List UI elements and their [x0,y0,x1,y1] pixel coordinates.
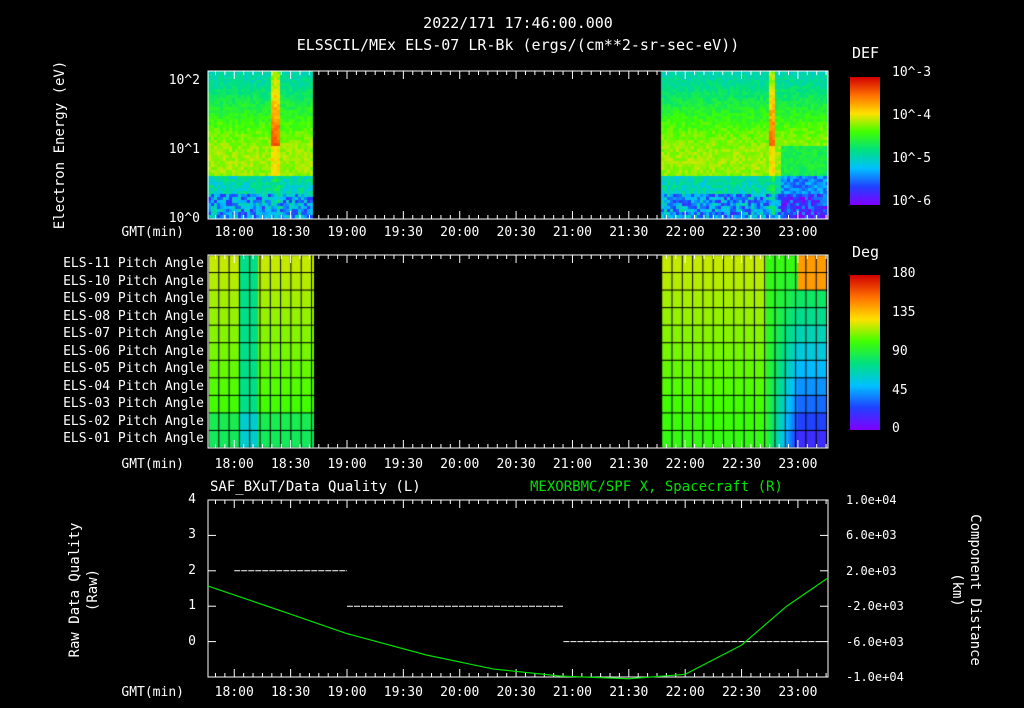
distance-tick-label: 6.0e+03 [846,528,897,543]
pitch-angle-row-label: ELS-02 Pitch Angle [63,413,204,429]
time-tick-label: 19:00 [327,225,367,240]
def-colorbar [850,77,880,205]
time-tick-label: 22:30 [721,225,762,240]
time-tick-label: 22:00 [665,685,705,700]
time-tick-label: 23:00 [778,457,818,472]
time-tick-label: 20:00 [440,225,480,240]
plot-title: ELSSCIL/MEx ELS-07 LR-Bk (ergs/(cm**2-sr… [296,36,740,54]
distance-tick-label: 1.0e+04 [846,493,897,507]
def-colorbar-label: DEF [852,44,880,62]
time-tick-label: 19:00 [327,457,367,472]
time-tick-label: 18:00 [214,225,254,240]
energy-spectrogram [208,71,828,219]
time-tick-label: 22:30 [721,685,762,700]
quality-tick-label: 0 [188,633,196,649]
time-tick-label: 23:00 [778,685,818,700]
colorbar-tick: 90 [892,344,908,359]
time-tick-label: 21:30 [609,225,649,240]
time-tick-label: 20:30 [496,685,536,700]
time-tick-label: 18:00 [214,685,254,700]
distance-tick-label: -6.0e+03 [846,634,904,649]
energy-tick-label: 10^0 [168,211,200,226]
energy-tick-label: 10^2 [168,73,200,88]
time-axis-label: GMT(min) [121,685,184,700]
colorbar-tick: 10^-5 [892,151,932,166]
pitch-angle-row-label: ELS-03 Pitch Angle [63,396,204,412]
time-tick-label: 19:30 [383,457,423,472]
distance-tick-label: -2.0e+03 [846,599,904,614]
time-tick-label: 18:30 [271,457,311,472]
colorbar-tick: 180 [892,266,916,281]
time-tick-label: 21:30 [609,457,649,472]
time-tick-label: 18:30 [271,225,311,240]
pitch-angle-row-label: ELS-05 Pitch Angle [63,361,204,377]
pitch-angle-row-label: ELS-06 Pitch Angle [63,343,204,359]
time-tick-label: 21:30 [609,685,649,700]
pitch-angle-row-label: ELS-10 Pitch Angle [63,273,204,289]
colorbar-tick: 10^-4 [892,108,932,123]
time-axis-label: GMT(min) [121,225,184,240]
right-series-title: MEXORBMC/SPF X, Spacecraft (R) [530,479,783,495]
time-axis-label: GMT(min) [121,457,184,472]
left-series-title: SAF_BXuT/Data Quality (L) [210,479,421,495]
colorbar-tick: 45 [892,383,908,398]
time-tick-label: 22:00 [665,225,705,240]
pitch-angle-row-label: ELS-11 Pitch Angle [63,256,204,271]
quality-tick-label: 1 [188,598,196,614]
distance-tick-label: -1.0e+04 [846,670,904,684]
time-tick-label: 20:00 [440,685,480,700]
spacecraft-distance-line [207,577,829,680]
pitch-angle-row-label: ELS-07 Pitch Angle [63,326,204,342]
pitch-angle-heatmap [208,255,828,448]
quality-tick-label: 2 [188,562,196,578]
time-tick-label: 21:00 [552,225,593,240]
colorbar-tick: 0 [892,421,900,436]
panel-frame [207,70,829,220]
colorbar-tick: 135 [892,305,916,320]
time-tick-label: 20:30 [496,457,536,472]
distance-tick-label: 2.0e+03 [846,563,897,578]
time-tick-label: 20:00 [440,457,480,472]
pitch-angle-row-label: ELS-08 Pitch Angle [63,308,204,324]
pitch-angle-row-label: ELS-09 Pitch Angle [63,291,204,307]
panel-frame [207,499,829,678]
pitch-angle-row-label: ELS-04 Pitch Angle [63,378,204,394]
time-tick-label: 20:30 [496,225,536,240]
time-tick-label: 18:00 [214,457,254,472]
time-tick-label: 19:30 [383,225,423,240]
deg-colorbar-label: Deg [852,243,880,261]
pitch-angle-row-label: ELS-01 Pitch Angle [63,431,204,447]
timestamp: 2022/171 17:46:00.000 [423,14,613,32]
colorbar-tick: 10^-6 [892,194,932,209]
quality-tick-label: 3 [188,527,196,543]
time-tick-label: 19:00 [327,685,367,700]
time-tick-label: 23:00 [778,225,818,240]
time-tick-label: 22:30 [721,457,762,472]
colorbar-tick: 10^-3 [892,65,932,80]
energy-tick-label: 10^1 [168,142,200,157]
quality-tick-label: 4 [188,492,196,507]
time-tick-label: 21:00 [552,685,593,700]
time-tick-label: 21:00 [552,457,593,472]
time-tick-label: 18:30 [271,685,311,700]
time-tick-label: 22:00 [665,457,705,472]
time-tick-label: 19:30 [383,685,423,700]
deg-colorbar [850,275,880,430]
panel-frame [207,254,829,449]
